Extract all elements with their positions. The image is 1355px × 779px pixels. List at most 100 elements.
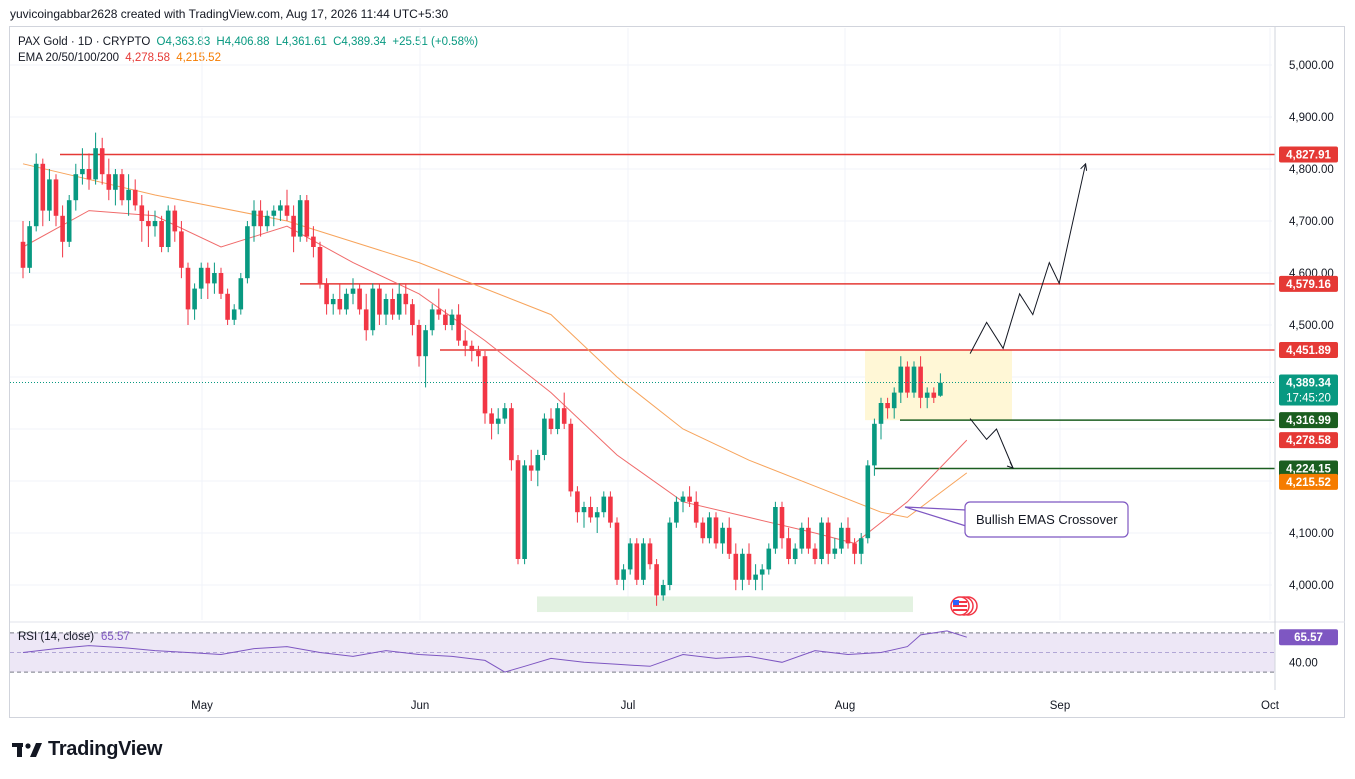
candle-body [33, 163, 39, 227]
candle [746, 543, 752, 585]
candle-body [476, 351, 481, 357]
current-price-text: 4,389.34 [1286, 378, 1331, 390]
candle-body [687, 496, 692, 502]
callout-pointer [904, 506, 967, 527]
candle [436, 288, 442, 320]
candle-body [561, 408, 567, 424]
candle-body [779, 507, 785, 539]
candle-body [357, 288, 362, 310]
candle-body [766, 548, 772, 570]
candle [179, 221, 184, 279]
callout[interactable]: Bullish EMAS Crossover [904, 501, 1129, 538]
candle [337, 283, 343, 315]
gridlines [10, 28, 1272, 620]
candle-body [370, 288, 376, 331]
candle [924, 387, 930, 409]
candle-body [271, 210, 277, 216]
candle-body [245, 226, 250, 279]
candle-body [667, 522, 673, 585]
candle [462, 330, 468, 357]
time-tick-label: Sep [1050, 700, 1070, 712]
candle-body [106, 174, 112, 190]
candle [647, 538, 653, 570]
candle-body [812, 548, 818, 559]
candle-body [410, 304, 415, 325]
candle-body [522, 465, 527, 559]
candle-body [911, 366, 917, 393]
resistance-badge-1-bg [1279, 146, 1338, 163]
candle [641, 538, 646, 585]
time-axis[interactable]: May Jun Jul Aug Sep Oct [191, 700, 1280, 712]
candle-body [700, 522, 706, 539]
candle [27, 221, 32, 273]
candle-body [60, 215, 65, 242]
candle-body [284, 205, 290, 216]
candle [396, 283, 402, 320]
candle [568, 418, 574, 497]
candle [416, 319, 422, 367]
candle-body [654, 564, 659, 596]
rsi-pane[interactable]: RSI (14, close) 65.57 [10, 630, 1275, 673]
resistance-badge-2-bg [1279, 275, 1338, 292]
support-badge-1-bg [1279, 412, 1338, 429]
candle-body [86, 169, 92, 180]
candle-body [819, 522, 824, 559]
candle [106, 158, 112, 201]
symbol-name: PAX Gold · 1D · CRYPTO [18, 36, 151, 48]
candle [350, 278, 356, 305]
horizontal-levels[interactable] [60, 153, 1275, 470]
candle [753, 564, 758, 591]
candle [159, 215, 164, 253]
candle-body [806, 527, 811, 549]
symbol-legend: PAX Gold · 1D · CRYPTO O4,363.83 H4,406.… [18, 36, 478, 48]
candle [47, 169, 52, 221]
candle [766, 543, 772, 575]
us-flag-icon[interactable] [950, 596, 978, 616]
candle-body [53, 179, 59, 216]
low-value: L4,361.61 [275, 36, 327, 48]
candle [185, 262, 191, 325]
candle [845, 517, 851, 549]
forecast-up-arrowhead [1080, 162, 1088, 171]
candle [687, 486, 692, 507]
candle [60, 205, 65, 258]
candle-body [614, 522, 620, 580]
candle-body [152, 221, 158, 227]
flag-stripe [953, 601, 967, 603]
candle-body [845, 527, 851, 544]
candle-body [443, 314, 448, 325]
candle-body [693, 501, 699, 523]
rsi-label: RSI (14, close) [18, 631, 94, 643]
forecast-paths[interactable] [969, 162, 1088, 469]
candle [878, 397, 884, 440]
candle-body [403, 293, 409, 305]
candle [423, 325, 428, 388]
candle-body [390, 299, 395, 315]
price-axis[interactable]: 5,000.004,900.004,800.004,700.004,600.00… [1289, 60, 1334, 669]
resistance-badge-2: 4,579.16 [1279, 275, 1338, 292]
callout-box[interactable] [964, 501, 1129, 538]
tradingview-logo[interactable]: TradingView [12, 738, 162, 761]
candle-body [99, 148, 105, 175]
forecast-up-path[interactable] [969, 163, 1087, 354]
price-badges: 4,827.91 4,579.16 4,451.89 4,389.34 17:45:20… [1279, 146, 1338, 646]
candle-body [363, 309, 369, 331]
candles [20, 132, 943, 606]
candle [344, 288, 349, 315]
chart-frame[interactable] [9, 26, 1345, 718]
candle [773, 501, 778, 554]
candle-body [20, 241, 26, 268]
candle-body [535, 455, 541, 471]
candle [205, 262, 211, 299]
candle [66, 195, 72, 247]
candle [456, 304, 461, 346]
rsi-tick-label: 40.00 [1289, 657, 1318, 669]
forecast-down-path[interactable] [969, 418, 1014, 469]
candle-body [119, 174, 125, 201]
candle-body [47, 179, 52, 211]
candle-body [898, 366, 904, 393]
resistance-badge-1-text: 4,827.91 [1286, 149, 1331, 161]
candle [502, 403, 508, 424]
candle [238, 273, 244, 315]
